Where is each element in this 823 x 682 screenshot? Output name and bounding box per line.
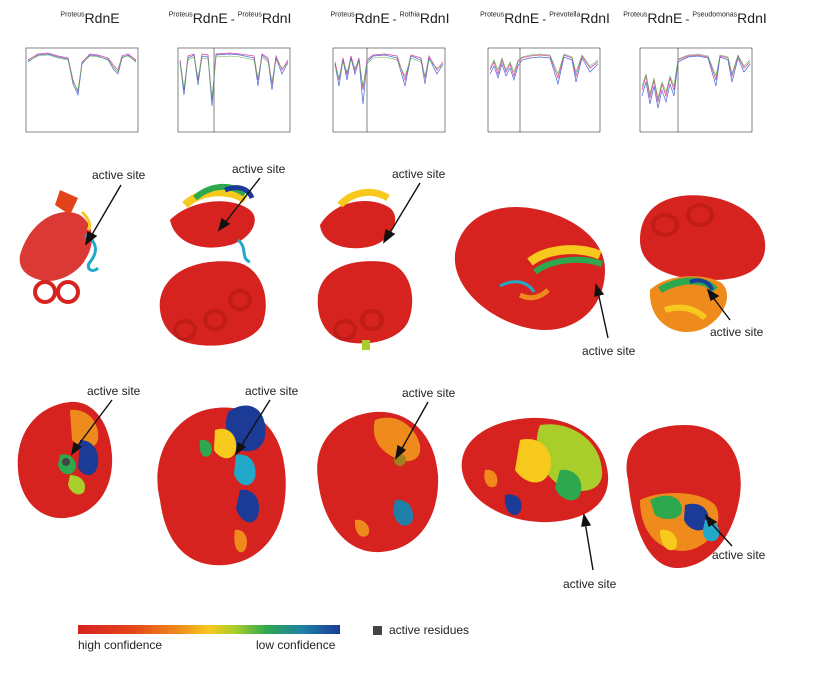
title-main1: RdnE — [647, 10, 683, 26]
ribbon-structure-5 — [640, 195, 766, 333]
ribbon-structure-4 — [454, 207, 605, 330]
title-sup2: Rothia — [399, 11, 420, 19]
plddt-plot-1 — [18, 40, 142, 140]
column-title-4: ProteusRdnE - PrevotellaRdnI — [465, 10, 625, 38]
active-site-label-2: active site — [232, 162, 286, 176]
title-main1: RdnE — [84, 10, 120, 26]
column-title-2: ProteusRdnE - ProteusRdnI — [150, 10, 310, 38]
active-site-label-3: active site — [392, 167, 446, 181]
title-sup2: Proteus — [237, 11, 262, 19]
title-sup1: Proteus — [623, 11, 648, 19]
plddt-plot-4 — [480, 40, 604, 140]
legend-high-confidence: high confidence — [78, 638, 163, 652]
active-site-label-4: active site — [582, 344, 636, 358]
plddt-plot-3-svg — [332, 47, 446, 133]
title-sup1: Proteus — [168, 11, 193, 19]
plddt-plot-2 — [170, 40, 294, 140]
active-site-label-1: active site — [92, 168, 146, 182]
legend-active-residues: active residues — [389, 623, 470, 637]
plddt-plot-5-svg — [639, 47, 753, 133]
plddt-plot-1-svg — [25, 47, 139, 133]
title-main1: RdnE — [192, 10, 228, 26]
plddt-plot-3 — [325, 40, 449, 140]
title-main2: RdnI — [261, 10, 292, 26]
title-main2: RdnI — [737, 10, 767, 26]
ribbon-structure-2 — [159, 184, 266, 346]
column-title-5: ProteusRdnE - PseudomonasRdnI — [615, 10, 775, 38]
ribbon-structure-1 — [19, 190, 100, 304]
active-site-label-6: active site — [87, 384, 141, 398]
title-main2: RdnI — [580, 10, 610, 26]
column-title-3: ProteusRdnE - RothiaRdnI — [310, 10, 470, 38]
title-sup1: Proteus — [480, 11, 505, 19]
title-main2: RdnI — [419, 10, 450, 26]
title-main1: RdnE — [504, 10, 540, 26]
ribbon-structure-3 — [317, 188, 413, 350]
active-site-label-8: active site — [402, 386, 456, 400]
surface-structure-5 — [626, 425, 741, 569]
active-site-label-10: active site — [712, 548, 766, 562]
confidence-gradient-bar — [78, 625, 340, 634]
active-site-arrows — [70, 177, 733, 571]
active-site-label-5: active site — [710, 325, 764, 339]
plddt-plot-5 — [632, 40, 756, 140]
plddt-plot-4-svg — [487, 47, 601, 133]
title-dash: - — [392, 12, 397, 26]
title-sup2: Pseudomonas — [692, 11, 738, 19]
active-residues-swatch — [373, 626, 382, 635]
title-main1: RdnE — [354, 10, 390, 26]
surface-structure-4 — [461, 417, 609, 523]
column-title-1: ProteusRdnE — [10, 10, 170, 38]
legend-low-confidence: low confidence — [256, 638, 336, 652]
surface-structure-3 — [317, 411, 439, 553]
surface-structure-2 — [157, 405, 286, 566]
title-sup2: Prevotella — [549, 11, 581, 19]
title-dash: - — [230, 12, 235, 26]
active-site-label-7: active site — [245, 384, 299, 398]
plddt-plot-2-svg — [177, 47, 291, 133]
title-sup1: Proteus — [330, 11, 355, 19]
active-site-label-9: active site — [563, 577, 617, 591]
title-dash: - — [542, 12, 547, 26]
title-dash: - — [685, 12, 690, 26]
title-sup1: Proteus — [60, 11, 85, 19]
